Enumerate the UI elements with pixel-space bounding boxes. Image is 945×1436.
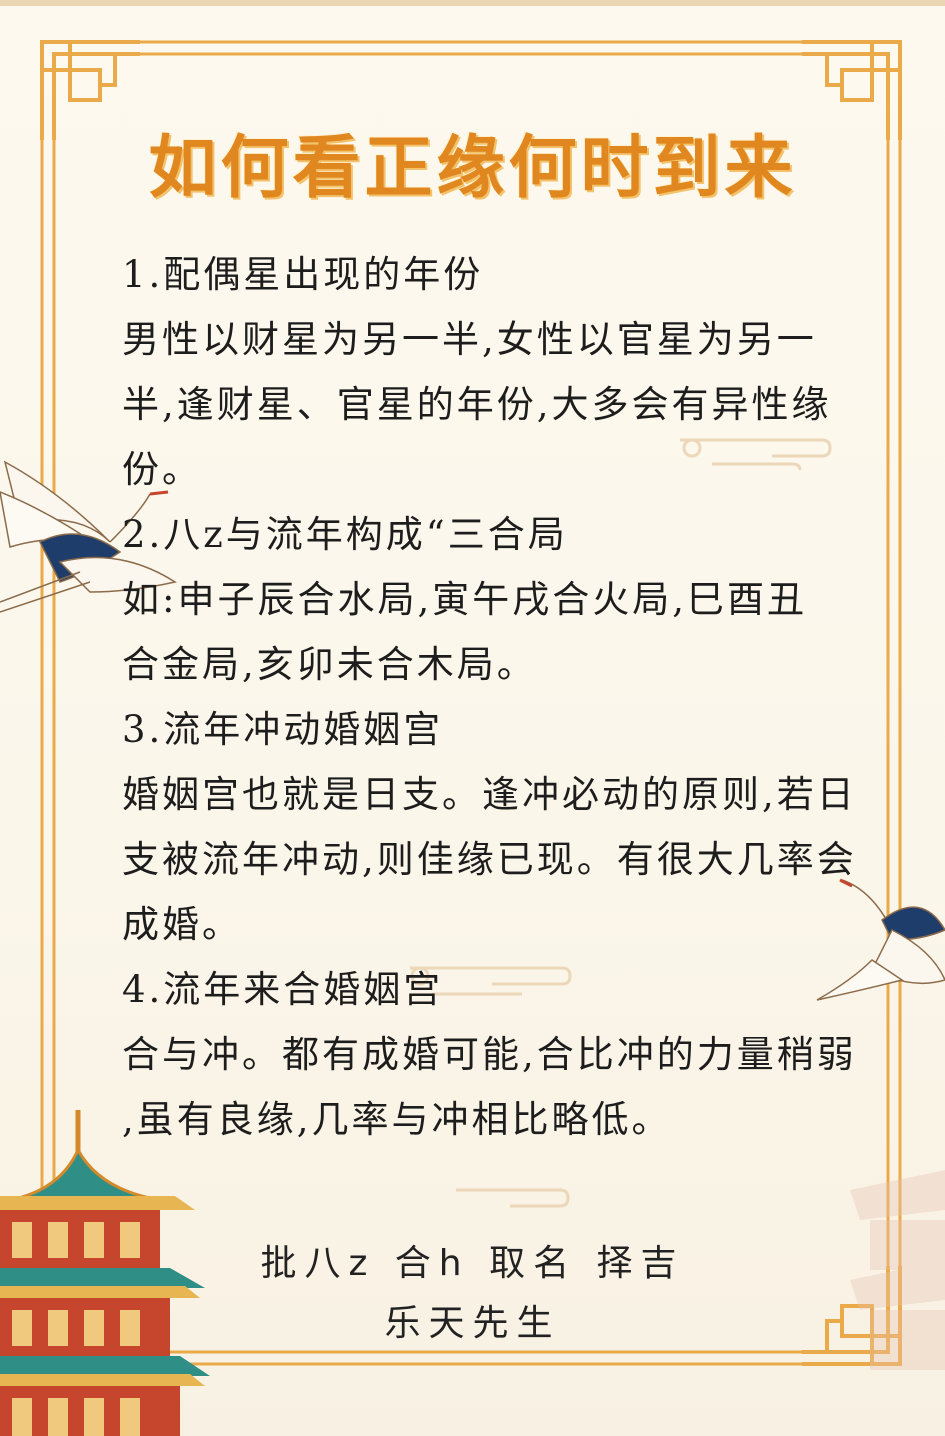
section-heading: 2.八z与流年构成“三合局 (122, 513, 568, 556)
pagoda-illustration (0, 1110, 210, 1436)
cloud-icon (680, 438, 832, 471)
section-text-line: 半,逢财星、官星的年份,大多会有异性缘 (122, 383, 832, 426)
section-text-line: 合与冲。都有成婚可能,合比冲的力量稍弱 (122, 1033, 857, 1076)
section-text-line: 男性以财星为另一半,女性以官星为另一 (122, 318, 817, 361)
section-text-line: 支被流年冲动,则佳缘已现。有很大几率会 (122, 838, 857, 881)
cloud-icon (456, 1188, 570, 1208)
section-heading: 1.配偶星出现的年份 (122, 253, 484, 296)
top-band (0, 0, 945, 6)
page-title: 如何看正缘何时到来 (148, 129, 797, 208)
section-heading: 4.流年来合婚姻宫 (122, 968, 444, 1011)
cloud-icon (410, 966, 572, 996)
section-text-line: 份。 (122, 448, 202, 491)
signature-author: 乐天先生 (384, 1303, 561, 1344)
section-text-line: 合金局,亥卯未合木局。 (122, 643, 537, 686)
section-text-line: 如:申子辰合水局,寅午戌合火局,巳酉丑 (122, 578, 807, 621)
section-text-line: ,虽有良缘,几率与冲相比略低。 (122, 1098, 672, 1141)
section-text-line: 婚姻宫也就是日支。逢冲必动的原则,若日 (122, 773, 857, 816)
crane-icon (0, 460, 177, 613)
pagoda-illustration (850, 1170, 945, 1370)
section-heading: 3.流年冲动婚姻宫 (122, 708, 444, 751)
signature-services: 批八z 合h 取名 择吉 (260, 1243, 685, 1284)
content-body: 1.配偶星出现的年份 男性以财星为另一半,女性以官星为另一 半,逢财星、官星的年… (122, 242, 857, 1152)
section-text-line: 成婚。 (122, 903, 242, 946)
